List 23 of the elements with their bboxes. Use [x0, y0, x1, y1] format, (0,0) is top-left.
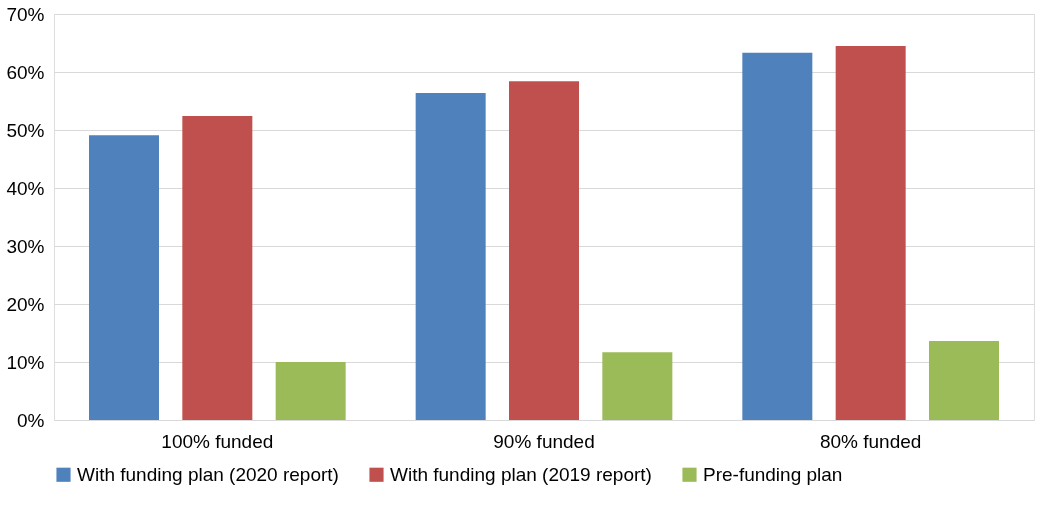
bar: [415, 92, 486, 420]
bar: [602, 352, 673, 420]
y-tick-label: 70%: [6, 3, 45, 25]
x-tick-label: 100% funded: [161, 430, 274, 452]
x-tick-label: 90% funded: [493, 430, 595, 452]
legend-label: With funding plan (2020 report): [77, 463, 339, 485]
y-tick-label: 60%: [6, 61, 45, 83]
bar: [835, 45, 906, 420]
bar: [929, 341, 999, 420]
y-tick-label: 50%: [6, 119, 45, 141]
y-tick-label: 0%: [17, 409, 45, 431]
bar: [742, 52, 813, 420]
y-tick-label: 30%: [6, 235, 45, 257]
legend-label: Pre-funding plan: [703, 463, 843, 485]
y-tick-label: 10%: [6, 351, 45, 373]
bar: [89, 135, 159, 420]
x-tick-label: 80% funded: [819, 430, 922, 452]
bar: [275, 362, 346, 420]
bar: [182, 116, 253, 420]
legend-label: With funding plan (2019 report): [390, 463, 652, 485]
y-tick-label: 20%: [6, 293, 45, 315]
bar: [509, 81, 579, 420]
y-tick-label: 40%: [6, 177, 45, 199]
